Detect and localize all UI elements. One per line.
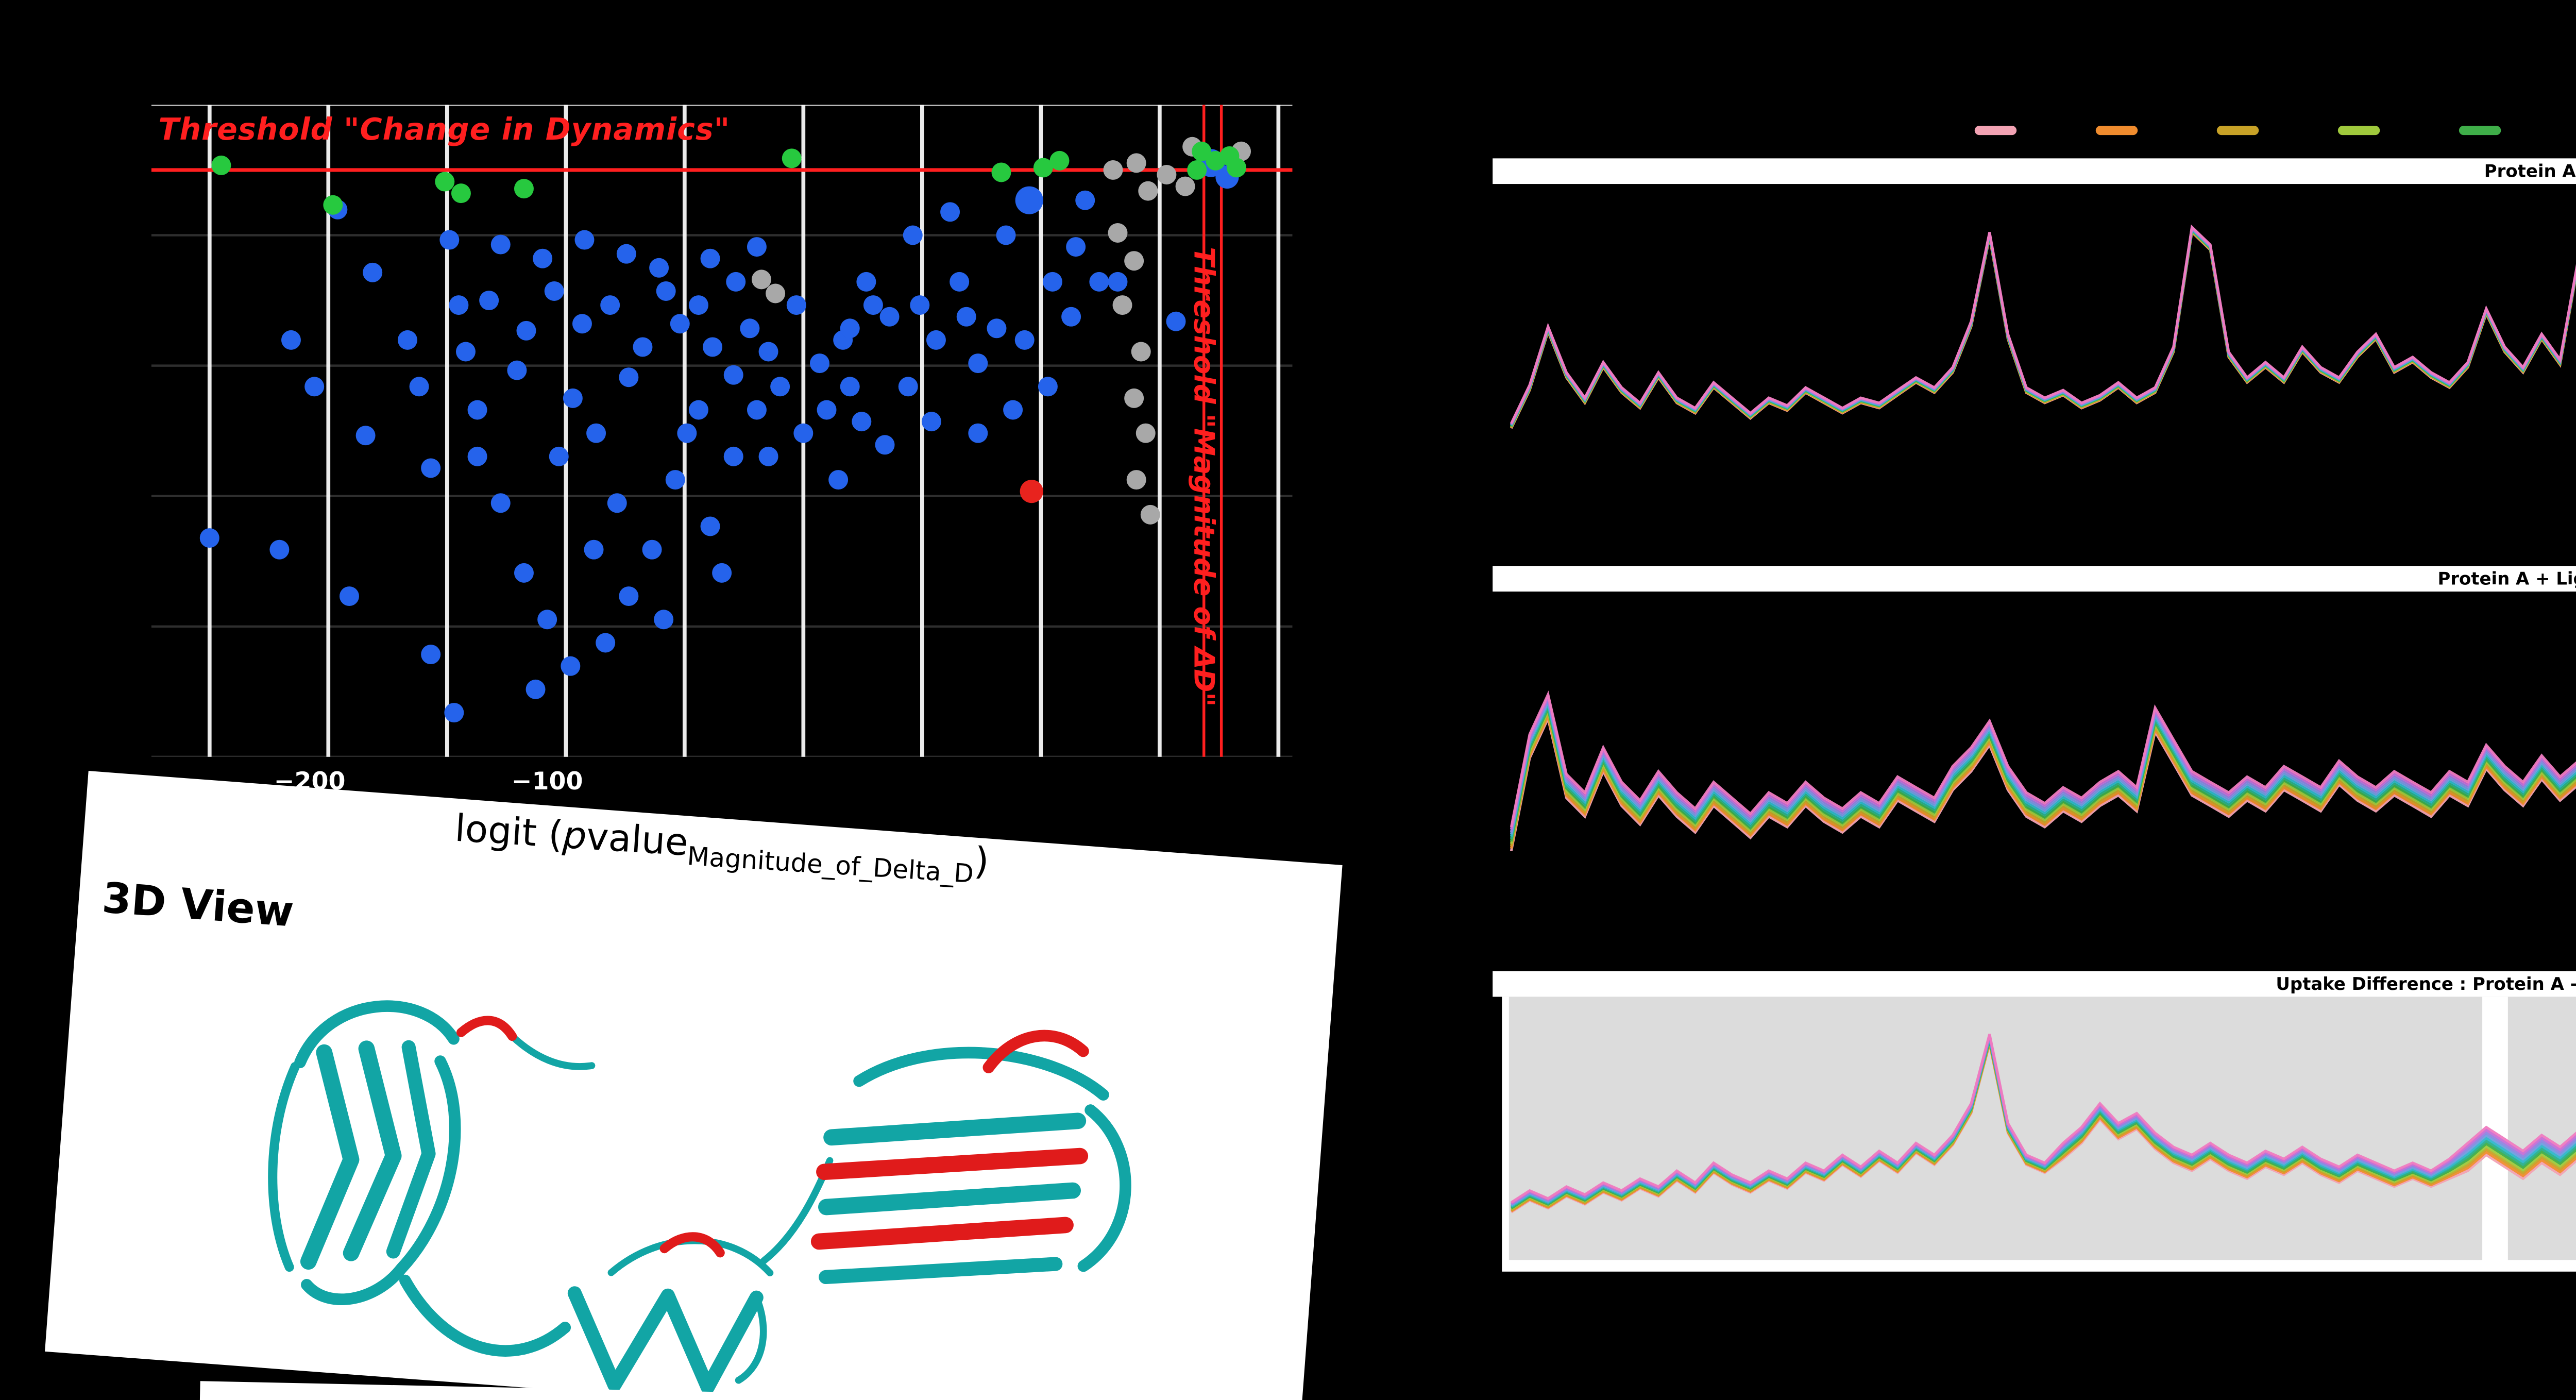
volcano-scatter-canvas[interactable] <box>151 105 1293 757</box>
threshold-dynamics-label: Threshold "Change in Dynamics" <box>158 114 731 149</box>
protein-ribbons <box>268 1000 1131 1394</box>
x-label-pre: logit ( <box>453 805 565 857</box>
uptake-chart-protein-a[interactable] <box>1502 184 2576 538</box>
uptake-chart-protein-a-ligand[interactable] <box>1502 592 2576 959</box>
panel-title-protein-a: Protein A <box>2484 160 2576 182</box>
panel-header-uptake-difference: Uptake Difference : Protein A - (Protein… <box>1493 971 2576 997</box>
x-label-post: ) <box>973 838 991 884</box>
panel-title-uptake-difference: Uptake Difference : Protein A - (Protein… <box>2276 973 2576 994</box>
uptake-difference-chart[interactable] <box>1502 997 2576 1272</box>
x-tick-minus-100: −100 <box>511 768 583 797</box>
volcano-plot[interactable] <box>151 105 1293 757</box>
panel-header-protein-a-ligand: Protein A + Ligand <box>1493 566 2576 592</box>
x-label-value: value <box>585 814 690 865</box>
threshold-magnitude-label: Threshold "Magnitude of ΔD" <box>1188 247 1221 707</box>
timepoint-legend <box>1502 126 2576 140</box>
panel-header-protein-a: Protein A <box>1493 158 2576 184</box>
legend-timepoint-swatch-4[interactable] <box>2459 126 2501 136</box>
legend-timepoint-swatch-3[interactable] <box>2337 126 2380 136</box>
legend-timepoint-swatch-1[interactable] <box>2095 126 2138 136</box>
structure-3d-panel[interactable]: 3D View <box>45 771 1343 1400</box>
protein-structure[interactable] <box>138 913 1239 1400</box>
legend-timepoint-swatch-0[interactable] <box>1974 126 2017 136</box>
x-label-p: p <box>561 813 588 858</box>
legend-timepoint-swatch-2[interactable] <box>2216 126 2259 136</box>
panel-title-protein-a-ligand: Protein A + Ligand <box>2437 568 2576 589</box>
